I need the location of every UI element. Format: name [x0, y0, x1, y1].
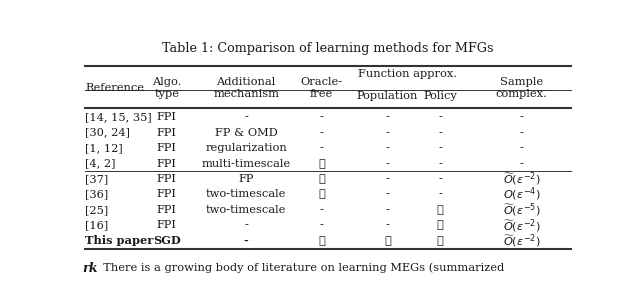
Text: [30, 24]: [30, 24]: [85, 128, 130, 138]
Text: -: -: [385, 189, 390, 199]
Text: FPI: FPI: [157, 205, 177, 215]
Text: Table 1: Comparison of learning methods for MFGs: Table 1: Comparison of learning methods …: [163, 42, 493, 55]
Text: FP: FP: [239, 174, 254, 184]
Text: [25]: [25]: [85, 205, 108, 215]
Text: -: -: [244, 235, 248, 246]
Text: rk: rk: [83, 262, 98, 275]
Text: FPI: FPI: [157, 159, 177, 169]
Text: -: -: [244, 220, 248, 230]
Text: -: -: [385, 220, 390, 230]
Text: FPI: FPI: [157, 128, 177, 138]
Text: ✓: ✓: [436, 235, 444, 246]
Text: FPI: FPI: [157, 220, 177, 230]
Text: Additional
mechanism: Additional mechanism: [213, 77, 279, 99]
Text: ✓: ✓: [436, 220, 444, 230]
Text: -: -: [385, 128, 390, 138]
Text: -: -: [385, 112, 390, 122]
Text: -: -: [319, 205, 323, 215]
Text: $\widetilde{O}(\epsilon^{-2})$: $\widetilde{O}(\epsilon^{-2})$: [502, 233, 540, 249]
Text: Function approx.: Function approx.: [358, 69, 457, 79]
Text: -: -: [319, 220, 323, 230]
Text: -: -: [438, 128, 442, 138]
Text: -: -: [385, 205, 390, 215]
Text: FPI: FPI: [157, 112, 177, 122]
Text: Reference: Reference: [85, 83, 144, 93]
Text: two-timescale: two-timescale: [206, 189, 286, 199]
Text: $\widetilde{O}(\epsilon^{-2})$: $\widetilde{O}(\epsilon^{-2})$: [502, 217, 540, 233]
Text: Policy: Policy: [423, 91, 457, 101]
Text: Oracle-
free: Oracle- free: [301, 77, 342, 99]
Text: -: -: [319, 128, 323, 138]
Text: $O(\epsilon^{-4})$: $O(\epsilon^{-4})$: [502, 186, 540, 203]
Text: ✓: ✓: [384, 235, 391, 246]
Text: -: -: [520, 112, 524, 122]
Text: [36]: [36]: [85, 189, 108, 199]
Text: Algo.
type: Algo. type: [152, 77, 182, 99]
Text: -: -: [520, 128, 524, 138]
Text: FPI: FPI: [157, 174, 177, 184]
Text: SGD: SGD: [153, 235, 180, 246]
Text: multi-timescale: multi-timescale: [202, 159, 291, 169]
Text: [4, 2]: [4, 2]: [85, 159, 115, 169]
Text: -: -: [244, 112, 248, 122]
Text: [37]: [37]: [85, 174, 108, 184]
Text: FPI: FPI: [157, 143, 177, 153]
Text: -: -: [438, 189, 442, 199]
Text: This paper: This paper: [85, 235, 153, 246]
Text: -: -: [438, 143, 442, 153]
Text: Population: Population: [357, 91, 418, 101]
Text: -: -: [319, 112, 323, 122]
Text: FP & OMD: FP & OMD: [215, 128, 278, 138]
Text: [14, 15, 35]: [14, 15, 35]: [85, 112, 152, 122]
Text: [1, 12]: [1, 12]: [85, 143, 123, 153]
Text: -: -: [319, 143, 323, 153]
Text: Sample
complex.: Sample complex.: [495, 77, 547, 99]
Text: [16]: [16]: [85, 220, 108, 230]
Text: two-timescale: two-timescale: [206, 205, 286, 215]
Text: $\widetilde{O}(\epsilon^{-2})$: $\widetilde{O}(\epsilon^{-2})$: [502, 171, 540, 187]
Text: ✓: ✓: [436, 205, 444, 215]
Text: -: -: [438, 159, 442, 169]
Text: -: -: [385, 174, 390, 184]
Text: -: -: [385, 143, 390, 153]
Text: regularization: regularization: [205, 143, 287, 153]
Text: FPI: FPI: [157, 189, 177, 199]
Text: -: -: [438, 112, 442, 122]
Text: There is a growing body of literature on learning MEGs (summarized: There is a growing body of literature on…: [96, 262, 504, 273]
Text: ✓: ✓: [318, 235, 325, 246]
Text: -: -: [520, 143, 524, 153]
Text: ✓: ✓: [318, 174, 325, 184]
Text: -: -: [385, 159, 390, 169]
Text: ✓: ✓: [318, 189, 325, 199]
Text: -: -: [438, 174, 442, 184]
Text: -: -: [520, 159, 524, 169]
Text: ✓: ✓: [318, 159, 325, 169]
Text: $\widetilde{O}(\epsilon^{-5})$: $\widetilde{O}(\epsilon^{-5})$: [502, 202, 540, 218]
